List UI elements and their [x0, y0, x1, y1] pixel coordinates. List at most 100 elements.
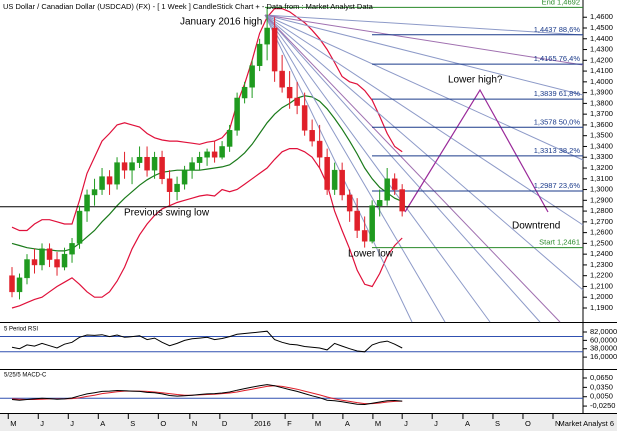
y-tick-label: 1,4600: [590, 12, 613, 21]
candle-body: [189, 162, 195, 171]
fan-line: [264, 14, 584, 96]
annotation: Lower high?: [448, 75, 503, 86]
annotation: January 2016 high: [180, 17, 262, 28]
y-tick-label: 1,3800: [590, 98, 613, 107]
candle-body: [61, 253, 68, 268]
y-tick-label: 1,4000: [590, 77, 613, 86]
x-tick-label: A: [465, 419, 470, 428]
moving-average: [11, 95, 403, 252]
candle-body: [39, 248, 45, 266]
y-tick-label: 1,2600: [590, 228, 613, 237]
candle-body: [271, 27, 278, 72]
rsi-tick-label: 82,0000: [590, 327, 617, 336]
candle-body: [241, 86, 248, 99]
candle-body: [76, 210, 83, 244]
macd-tick-label: 0,0050: [590, 392, 613, 401]
candle-body: [31, 259, 38, 266]
candle-body: [181, 169, 188, 185]
candle-body: [114, 162, 120, 185]
y-tick-label: 1,4300: [590, 45, 613, 54]
annotation: Downtrend: [512, 221, 560, 232]
candle-body: [376, 200, 383, 206]
fan-line: [264, 14, 561, 323]
fib-label: End 1,4692: [542, 0, 580, 6]
candle-body: [301, 105, 308, 131]
y-tick-label: 1,4500: [590, 23, 613, 32]
candle-body: [369, 205, 375, 242]
y-tick-label: 1,3700: [590, 109, 613, 118]
y-tick-label: 1,4200: [590, 55, 613, 64]
y-tick-label: 1,2900: [590, 195, 613, 204]
x-tick-label: S: [495, 419, 500, 428]
annotation: Lower low: [348, 249, 394, 260]
candle-body: [384, 178, 390, 201]
x-tick-label: J: [40, 419, 44, 428]
x-tick-label: J: [404, 419, 408, 428]
rsi-title: 5 Period RSI: [4, 327, 38, 333]
y-tick-label: 1,2100: [590, 281, 613, 290]
candle-body: [264, 27, 270, 45]
candle-body: [309, 130, 315, 142]
candle-body: [294, 97, 300, 106]
candle-body: [234, 97, 240, 131]
candle-body: [99, 176, 105, 190]
fan-line: [264, 14, 541, 323]
y-tick-label: 1,3900: [590, 88, 613, 97]
candle-body: [361, 230, 368, 242]
y-tick-label: 1,2200: [590, 271, 613, 280]
rsi-tick-label: 16,0000: [590, 352, 617, 361]
x-tick-label: J: [434, 419, 438, 428]
x-tick-label: 2016: [254, 419, 271, 428]
y-tick-label: 1,3100: [590, 174, 613, 183]
macd-tick-label: -0,0250: [590, 401, 615, 410]
y-tick-label: 1,2000: [590, 292, 613, 301]
candle-body: [16, 277, 23, 293]
candle-body: [339, 169, 345, 196]
swing-low-label: Previous swing low: [124, 208, 210, 219]
fan-line: [264, 14, 584, 291]
y-tick-label: 1,2400: [590, 249, 613, 258]
x-tick-label: F: [287, 419, 292, 428]
fib-label: 1,4165 76,4%: [534, 54, 581, 63]
x-tick-label: N: [555, 419, 560, 428]
x-tick-label: J: [70, 419, 74, 428]
fib-label: Start 1,2461: [539, 238, 580, 247]
fib-label: 1,3578 50,0%: [534, 117, 581, 126]
y-tick-label: 1,3000: [590, 185, 613, 194]
candle-body: [249, 65, 255, 88]
y-tick-label: 1,4400: [590, 34, 613, 43]
x-tick-label: M: [375, 419, 381, 428]
y-tick-label: 1,2500: [590, 238, 613, 247]
macd-tick-label: 0,0650: [590, 373, 613, 382]
candle-body: [54, 259, 60, 268]
fib-label: 1,3839 61,8%: [534, 89, 581, 98]
candle-body: [151, 156, 158, 171]
candle-body: [84, 194, 90, 212]
rsi-line: [11, 330, 403, 353]
x-tick-label: M: [10, 419, 16, 428]
candle-body: [9, 275, 15, 293]
x-tick-label: D: [222, 419, 228, 428]
macd-signal: [11, 385, 403, 405]
candle-body: [391, 178, 398, 190]
fib-label: 1,4437 88,6%: [534, 25, 581, 34]
candle-body: [24, 259, 30, 279]
y-tick-label: 1,3400: [590, 141, 613, 150]
fib-label: 1,2987 23,6%: [534, 181, 581, 190]
candle-body: [256, 43, 263, 66]
candle-body: [399, 189, 405, 212]
x-tick-label: S: [130, 419, 135, 428]
candle-body: [136, 156, 143, 163]
x-tick-label: A: [100, 419, 105, 428]
macd-line: [11, 384, 403, 406]
x-tick-label: M: [315, 419, 321, 428]
y-tick-label: 1,2300: [590, 260, 613, 269]
projection-path: [404, 88, 549, 213]
x-tick-label: N: [192, 419, 197, 428]
x-tick-label: O: [525, 419, 531, 428]
foreground-layer: End 1,4692 1,4437 88,6% 1,4165 76,4% 1,3839…: [0, 0, 583, 406]
x-tick-label: O: [160, 419, 166, 428]
rsi-tick-label: 60,0000: [590, 335, 617, 344]
